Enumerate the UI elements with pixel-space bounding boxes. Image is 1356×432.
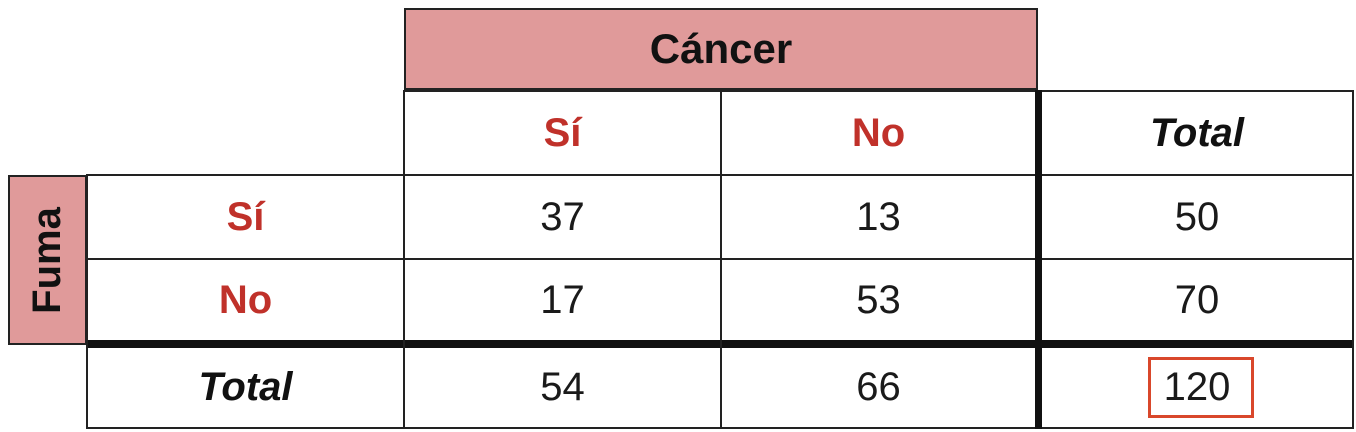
row-header-no: No [88, 260, 403, 340]
row-header-si: Sí [88, 176, 403, 258]
cell-value: 50 [1174, 194, 1220, 239]
row-header-total-label: Total [198, 365, 293, 409]
cell-value: 66 [856, 365, 901, 409]
table-cell: 13 [722, 176, 1035, 258]
column-group-label: Cáncer [649, 25, 793, 72]
table-cell: 66 [722, 348, 1035, 427]
column-header-total: Total [1042, 92, 1352, 174]
column-header-si-label: Sí [543, 110, 582, 155]
table-cell: 17 [405, 260, 720, 340]
cell-value: 54 [540, 365, 585, 409]
column-header-total-label: Total [1149, 110, 1245, 155]
table-cell: 53 [722, 260, 1035, 340]
cell-value: 53 [856, 277, 901, 322]
grid-line-v1 [403, 90, 405, 429]
column-group-header: Cáncer [404, 8, 1038, 90]
table-cell: 37 [405, 176, 720, 258]
cell-value: 70 [1174, 277, 1220, 322]
row-header-total: Total [88, 348, 403, 427]
grid-right-line [1352, 90, 1354, 429]
row-header-si-label: Sí [226, 194, 265, 239]
table-cell: 54 [405, 348, 720, 427]
table-cell: 50 [1042, 176, 1352, 258]
grand-total-highlight [1148, 357, 1254, 418]
cell-value: 17 [540, 277, 585, 322]
table-cell: 70 [1042, 260, 1352, 340]
cell-value: 13 [856, 194, 901, 239]
column-header-si: Sí [405, 92, 720, 174]
grand-total-value: 120 [1163, 365, 1231, 409]
column-header-no-label: No [851, 110, 906, 155]
column-header-no: No [722, 92, 1035, 174]
grid-top-line [404, 90, 1354, 92]
row-group-label: Fuma [25, 206, 69, 314]
cell-value: 37 [540, 194, 585, 239]
grid-left-line [86, 174, 88, 429]
grand-total-cell: 120 [1042, 348, 1352, 427]
grid-line-v2 [720, 90, 722, 429]
row-header-no-label: No [218, 277, 273, 322]
row-group-header: Fuma [8, 175, 87, 345]
grid-line-total-col [1035, 90, 1042, 429]
